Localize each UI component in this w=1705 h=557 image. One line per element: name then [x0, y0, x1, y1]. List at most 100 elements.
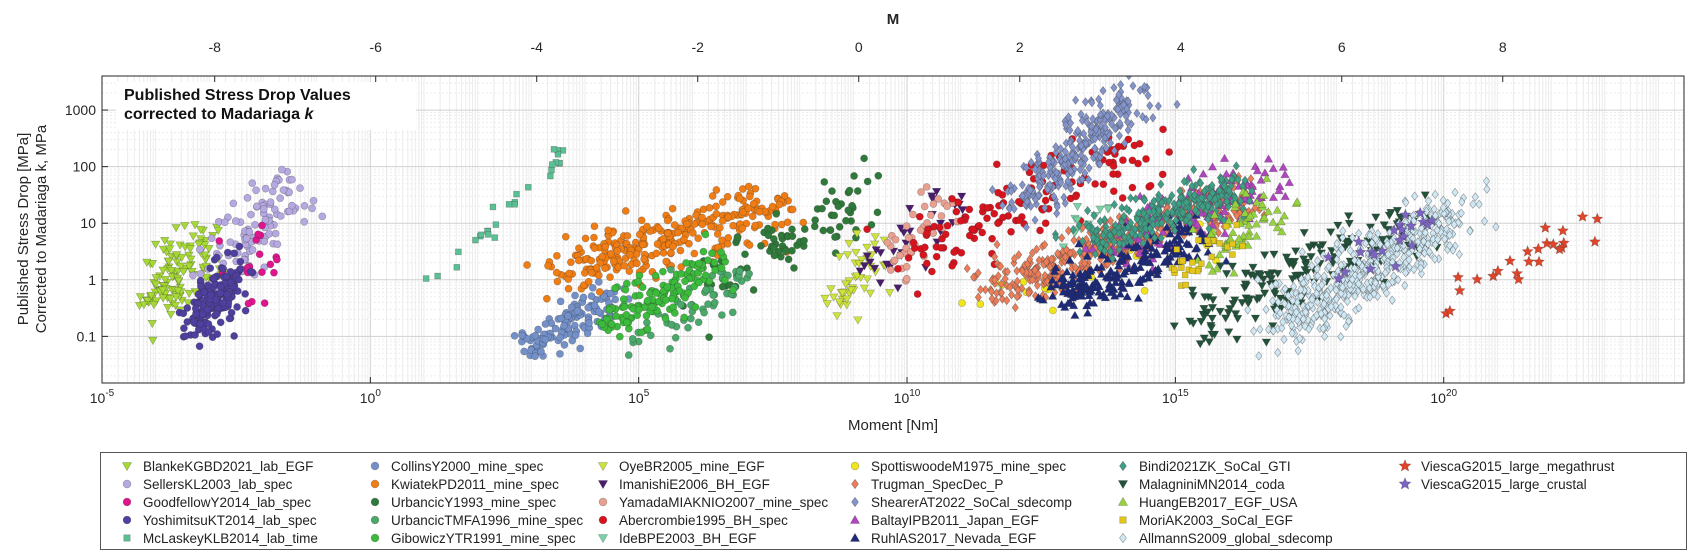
data-point	[1480, 216, 1489, 226]
data-point	[865, 289, 876, 298]
legend-marker-icon	[1119, 516, 1127, 524]
data-point	[991, 275, 999, 285]
data-point	[1003, 267, 1011, 277]
data-point	[206, 264, 215, 273]
data-point	[859, 284, 870, 293]
data-point	[518, 331, 527, 340]
data-point	[173, 276, 184, 286]
data-point	[875, 249, 886, 258]
data-point	[988, 234, 996, 243]
data-point	[977, 284, 985, 295]
data-point	[1188, 292, 1198, 301]
data-point	[1063, 245, 1071, 255]
data-point	[212, 310, 221, 318]
data-point	[560, 341, 569, 349]
data-point	[709, 291, 717, 299]
legend-label: BlankeKGBD2021_lab_EGF	[143, 458, 314, 474]
data-point	[1119, 156, 1127, 165]
data-point	[204, 328, 213, 336]
data-point	[261, 184, 270, 193]
data-point	[728, 308, 737, 317]
data-point	[749, 286, 758, 294]
data-point	[638, 240, 647, 249]
data-point	[771, 220, 779, 229]
data-point	[560, 321, 568, 330]
data-point	[151, 274, 161, 283]
data-point	[554, 151, 562, 158]
data-point	[968, 225, 977, 234]
data-point	[203, 281, 212, 290]
data-point	[764, 224, 772, 233]
data-point	[1014, 197, 1023, 206]
data-point	[684, 323, 692, 332]
data-point	[828, 293, 839, 302]
data-point	[708, 192, 717, 200]
data-point	[668, 204, 677, 213]
data-point	[828, 187, 836, 195]
y-tick-label: 1	[88, 272, 96, 288]
data-points	[134, 76, 1604, 361]
legend-marker	[370, 533, 380, 543]
data-point	[846, 286, 856, 295]
data-point	[236, 257, 245, 266]
data-point	[567, 303, 576, 312]
legend-label: KwiatekPD2011_mine_spec	[391, 476, 559, 492]
legend-marker	[122, 497, 132, 507]
legend-marker-icon	[850, 461, 860, 471]
data-point	[928, 267, 936, 276]
data-point	[860, 154, 868, 163]
data-point	[260, 299, 269, 308]
data-point	[1216, 240, 1223, 247]
data-point	[587, 268, 596, 277]
data-point	[189, 271, 197, 280]
y-axis-label-1: Published Stress Drop [MPa]	[15, 133, 32, 326]
data-point	[680, 313, 689, 322]
data-point	[926, 211, 935, 219]
data-point	[1118, 194, 1127, 202]
data-point	[1588, 235, 1602, 248]
data-point	[651, 271, 660, 280]
data-point	[216, 289, 225, 297]
data-point	[768, 202, 777, 211]
data-point	[171, 293, 181, 302]
data-point	[548, 166, 555, 174]
data-point	[1521, 245, 1534, 257]
data-point	[1128, 183, 1137, 192]
data-point	[875, 279, 886, 288]
legend-marker	[121, 462, 133, 472]
data-point	[185, 245, 196, 254]
data-point	[1117, 80, 1125, 90]
series-YoshimitsuKT2014_lab_spec	[175, 242, 257, 351]
data-point	[590, 244, 599, 253]
legend-marker	[123, 534, 131, 542]
data-point	[652, 249, 661, 258]
data-point	[179, 222, 190, 231]
data-point	[1081, 168, 1089, 178]
data-point	[1224, 328, 1234, 337]
data-point	[628, 334, 637, 343]
data-point	[550, 146, 558, 153]
series-CollinsY2000_mine_spec	[510, 278, 633, 361]
data-point	[553, 277, 562, 286]
data-point	[654, 224, 663, 233]
data-point	[855, 267, 865, 276]
data-point	[552, 251, 561, 260]
data-point	[957, 206, 968, 215]
data-point	[189, 317, 198, 326]
legend-marker-icon	[1117, 480, 1129, 490]
data-point	[1007, 290, 1016, 300]
data-point	[1192, 242, 1202, 252]
data-point	[594, 307, 603, 316]
data-point	[788, 232, 797, 241]
data-point	[770, 244, 778, 252]
data-point	[147, 319, 157, 329]
legend-marker-icon	[1398, 477, 1412, 490]
data-point	[941, 230, 950, 239]
data-point	[206, 291, 215, 299]
top-tick-label: -6	[369, 39, 382, 55]
chart-subtitle: corrected to Madariaga k	[124, 106, 315, 123]
data-point	[958, 299, 966, 307]
data-point	[904, 233, 913, 242]
data-point	[811, 216, 820, 225]
data-point	[611, 284, 619, 293]
